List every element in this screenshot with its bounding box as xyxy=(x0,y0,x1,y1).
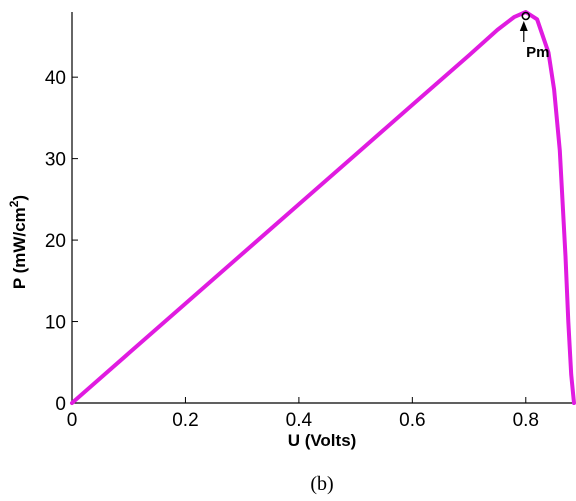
y-tick-label: 10 xyxy=(45,313,66,334)
y-axis-label-main: P (mW/cm xyxy=(10,207,29,289)
max-power-marker xyxy=(521,11,531,21)
x-axis-label: U (Volts) xyxy=(288,431,357,450)
x-tick-label: 0.2 xyxy=(172,410,198,431)
figure-caption: (b) xyxy=(310,473,333,495)
y-axis-label-superscript: 2 xyxy=(7,200,21,207)
series-line xyxy=(70,10,576,405)
y-tick-label: 30 xyxy=(45,150,66,171)
y-tick-label: 20 xyxy=(45,231,66,252)
y-axis-label: P (mW/cm2) xyxy=(7,195,29,289)
y-tick-label: 0 xyxy=(55,394,66,415)
annotation-label-pm: Pm xyxy=(526,44,549,61)
x-tick-label: 0.8 xyxy=(513,410,539,431)
x-tick-label: 0 xyxy=(67,410,78,431)
y-tick-label: 40 xyxy=(45,68,66,89)
x-tick-label: 0.4 xyxy=(286,410,313,431)
y-axis-label-close: ) xyxy=(10,195,29,201)
annotation-arrowhead xyxy=(519,21,528,31)
x-tick-label: 0.6 xyxy=(399,410,425,431)
